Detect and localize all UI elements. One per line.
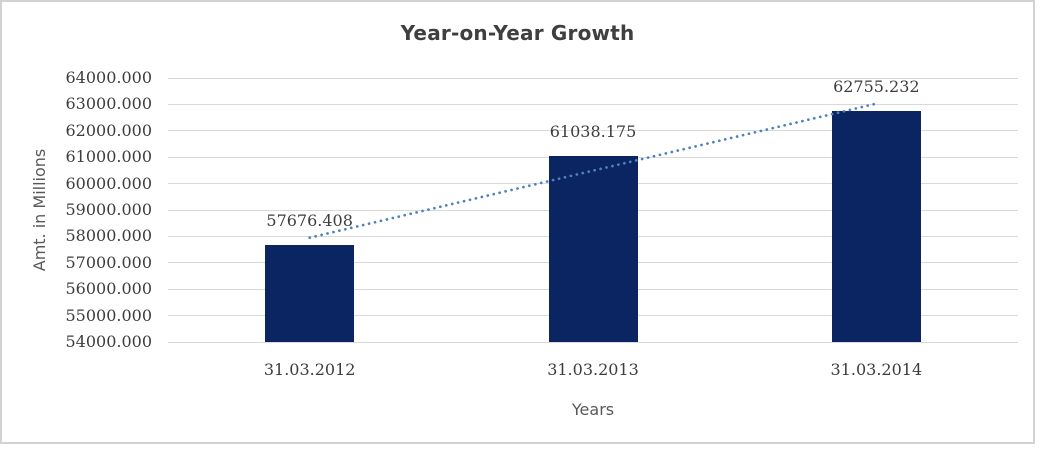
- x-axis-tick-label: 31.03.2014: [830, 360, 923, 379]
- y-axis-tick-label: 57000.000: [65, 252, 152, 272]
- x-axis-title: Years: [571, 400, 615, 419]
- bar-value-label: 57676.408: [266, 210, 353, 230]
- y-axis-tick-label: 58000.000: [65, 226, 152, 246]
- y-axis-tick-label: 63000.000: [65, 94, 152, 114]
- bar: [548, 156, 638, 342]
- y-axis-tick-label: 56000.000: [65, 279, 152, 299]
- y-axis-tick-label: 62000.000: [65, 120, 152, 140]
- x-axis-tick-label: 31.03.2012: [263, 360, 356, 379]
- y-axis-tick-label: 54000.000: [65, 332, 152, 351]
- y-axis-tick-label: 59000.000: [65, 200, 152, 219]
- x-axis-tick-label: 31.03.2013: [547, 360, 639, 379]
- bar: [831, 110, 921, 342]
- y-axis-tick-label: 61000.000: [65, 147, 152, 167]
- y-axis-tick-label: 60000.000: [65, 173, 152, 193]
- bar: [265, 244, 355, 342]
- gridline: [168, 103, 1018, 105]
- bar-value-label: 62755.232: [833, 76, 920, 96]
- bar-value-label: 61038.175: [549, 122, 637, 142]
- gridline: [168, 341, 1018, 343]
- y-axis-tick-label: 55000.000: [65, 305, 152, 325]
- y-axis-tick-label: 64000.000: [65, 68, 152, 87]
- chart-title: Year-on-Year Growth: [400, 21, 635, 45]
- gridline: [168, 77, 1018, 79]
